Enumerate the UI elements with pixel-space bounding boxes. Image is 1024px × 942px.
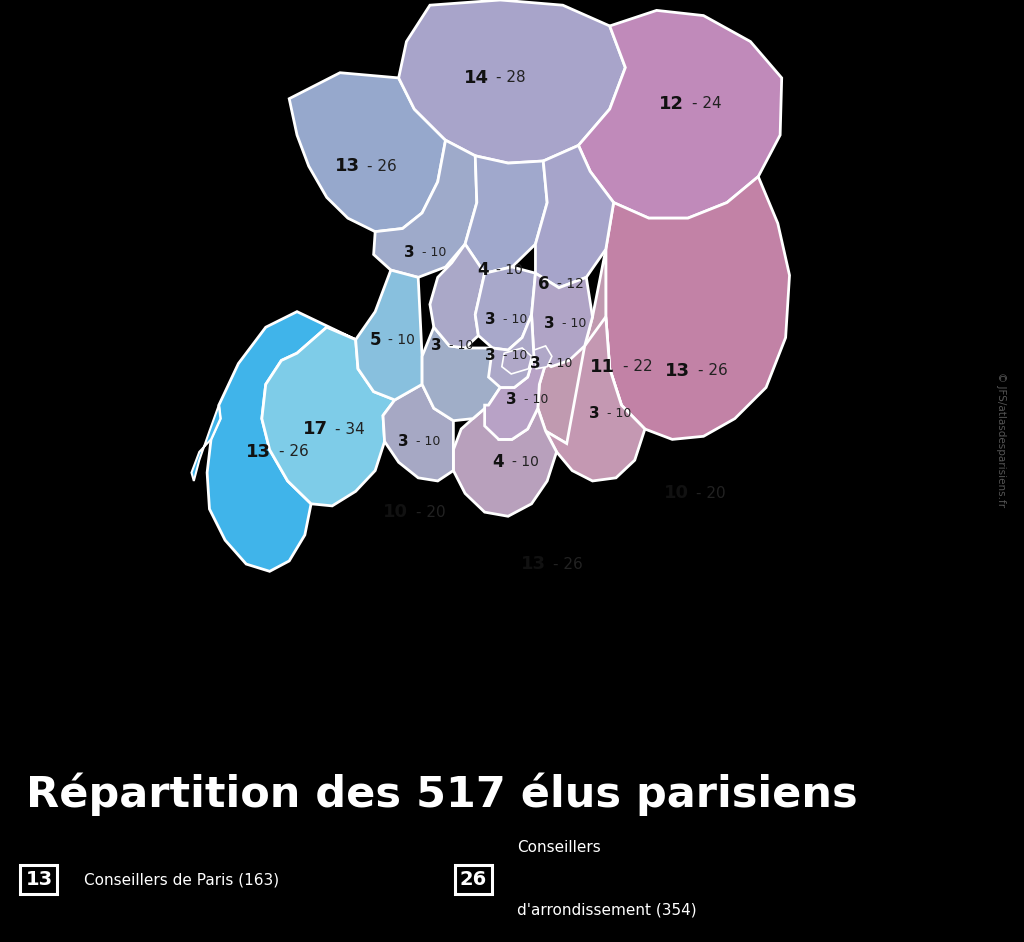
Text: - 28: - 28	[497, 71, 526, 86]
Polygon shape	[191, 405, 220, 481]
Text: © JFS/atlasdesparisiens.fr: © JFS/atlasdesparisiens.fr	[996, 372, 1007, 508]
Text: 3: 3	[485, 313, 496, 328]
Text: - 22: - 22	[623, 359, 652, 374]
Text: - 10: - 10	[524, 394, 549, 406]
Text: - 10: - 10	[512, 455, 539, 469]
Text: - 10: - 10	[503, 314, 527, 327]
Text: Répartition des 517 élus parisiens: Répartition des 517 élus parisiens	[26, 772, 857, 816]
Polygon shape	[430, 244, 484, 348]
Text: - 10: - 10	[422, 246, 446, 259]
Text: - 10: - 10	[450, 339, 474, 352]
Polygon shape	[502, 348, 531, 374]
Text: - 34: - 34	[335, 421, 365, 436]
Text: Conseillers de Paris (163): Conseillers de Paris (163)	[84, 872, 280, 887]
Polygon shape	[355, 270, 422, 400]
Text: Conseillers: Conseillers	[517, 840, 601, 855]
Text: - 10: - 10	[497, 263, 523, 277]
Text: 10: 10	[664, 484, 689, 502]
Text: d'arrondissement (354): d'arrondissement (354)	[517, 902, 696, 918]
Polygon shape	[422, 327, 501, 421]
Text: 4: 4	[493, 453, 504, 471]
Text: 3: 3	[431, 338, 441, 353]
Polygon shape	[207, 312, 355, 572]
Text: - 10: - 10	[607, 407, 632, 420]
Polygon shape	[289, 73, 445, 232]
Text: - 20: - 20	[416, 505, 445, 520]
Text: 17: 17	[303, 420, 328, 438]
Text: - 10: - 10	[562, 317, 587, 330]
Text: 13: 13	[247, 443, 271, 461]
Text: 3: 3	[544, 316, 554, 331]
Text: - 10: - 10	[503, 349, 527, 362]
Text: - 26: - 26	[553, 557, 583, 572]
Polygon shape	[488, 315, 534, 387]
Text: - 10: - 10	[388, 333, 416, 347]
Polygon shape	[536, 145, 613, 287]
Text: - 12: - 12	[557, 277, 584, 290]
Text: - 10: - 10	[416, 435, 440, 448]
Polygon shape	[475, 267, 536, 350]
Polygon shape	[538, 250, 622, 444]
Text: 26: 26	[460, 870, 486, 889]
Polygon shape	[465, 155, 547, 273]
Text: - 20: - 20	[696, 486, 726, 501]
Text: - 26: - 26	[368, 158, 397, 173]
Text: 3: 3	[506, 393, 517, 408]
Text: 13: 13	[26, 870, 52, 889]
Text: - 24: - 24	[691, 96, 721, 111]
Text: - 26: - 26	[698, 364, 728, 379]
Polygon shape	[534, 346, 552, 368]
Polygon shape	[546, 317, 645, 481]
Text: - 10: - 10	[548, 357, 572, 370]
Text: 6: 6	[539, 274, 550, 293]
Polygon shape	[531, 273, 593, 366]
Text: 11: 11	[590, 358, 615, 376]
Polygon shape	[579, 10, 781, 219]
Text: 13: 13	[666, 362, 690, 380]
Text: 14: 14	[464, 69, 488, 87]
Text: 4: 4	[477, 261, 488, 279]
Polygon shape	[398, 0, 626, 163]
Text: - 26: - 26	[279, 445, 308, 460]
Text: 3: 3	[397, 434, 409, 449]
Text: 13: 13	[335, 157, 359, 175]
Text: 3: 3	[485, 348, 496, 363]
Text: 10: 10	[383, 503, 409, 521]
Text: 12: 12	[659, 95, 684, 113]
Polygon shape	[374, 140, 477, 277]
Text: 13: 13	[521, 555, 546, 573]
Polygon shape	[262, 327, 394, 506]
Text: 3: 3	[589, 406, 600, 421]
Text: 3: 3	[403, 245, 415, 260]
Polygon shape	[454, 405, 557, 516]
Polygon shape	[484, 356, 546, 439]
Text: 3: 3	[529, 356, 541, 371]
Polygon shape	[606, 176, 790, 439]
Text: 5: 5	[370, 331, 381, 349]
Polygon shape	[383, 384, 454, 481]
